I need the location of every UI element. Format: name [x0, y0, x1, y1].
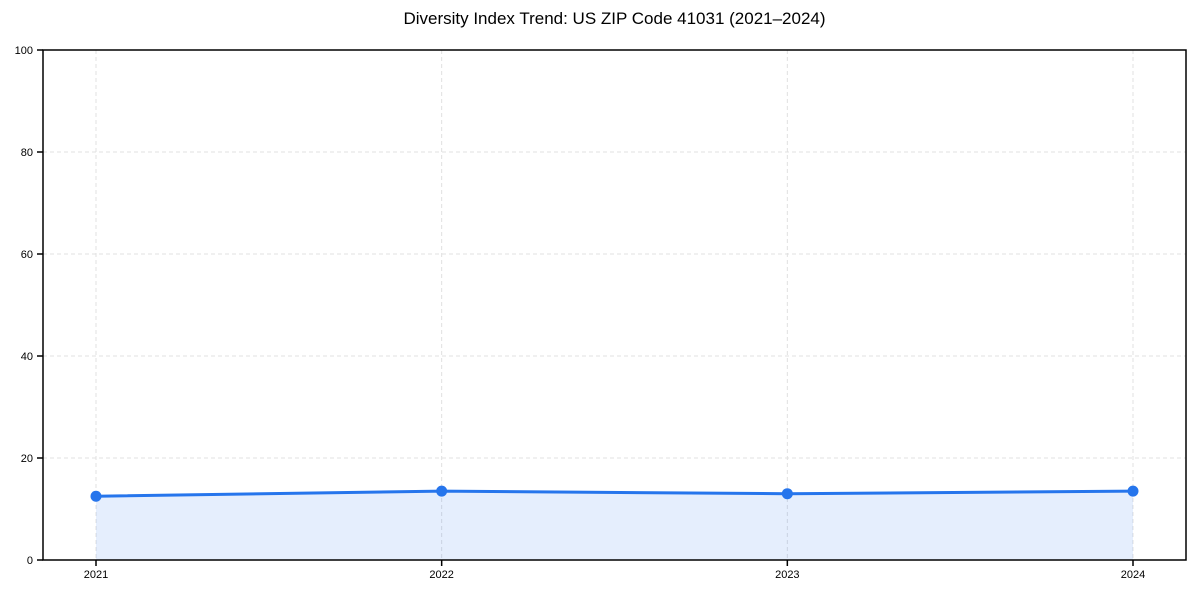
trend-line: [94, 489, 1135, 498]
area-fill: [96, 491, 1133, 560]
plot-border: [42, 49, 1187, 561]
x-tick-label: 2021: [84, 569, 108, 581]
y-tick-label: 100: [15, 45, 33, 57]
axis-ticks: [37, 49, 1134, 566]
data-point: [436, 485, 448, 497]
y-tick-label: 0: [27, 555, 33, 567]
data-point: [1127, 485, 1139, 497]
y-tick-label: 20: [21, 453, 33, 465]
x-tick-label: 2023: [775, 569, 799, 581]
y-tick-label: 40: [21, 351, 33, 363]
gridlines: [43, 49, 1186, 561]
chart-title: Diversity Index Trend: US ZIP Code 41031…: [403, 9, 826, 28]
data-point: [90, 490, 102, 502]
y-tick-label: 80: [21, 147, 33, 159]
x-tick-label: 2022: [429, 569, 453, 581]
y-tick-label: 60: [21, 249, 33, 261]
x-tick-label: 2024: [1121, 569, 1145, 581]
data-point: [781, 488, 793, 500]
